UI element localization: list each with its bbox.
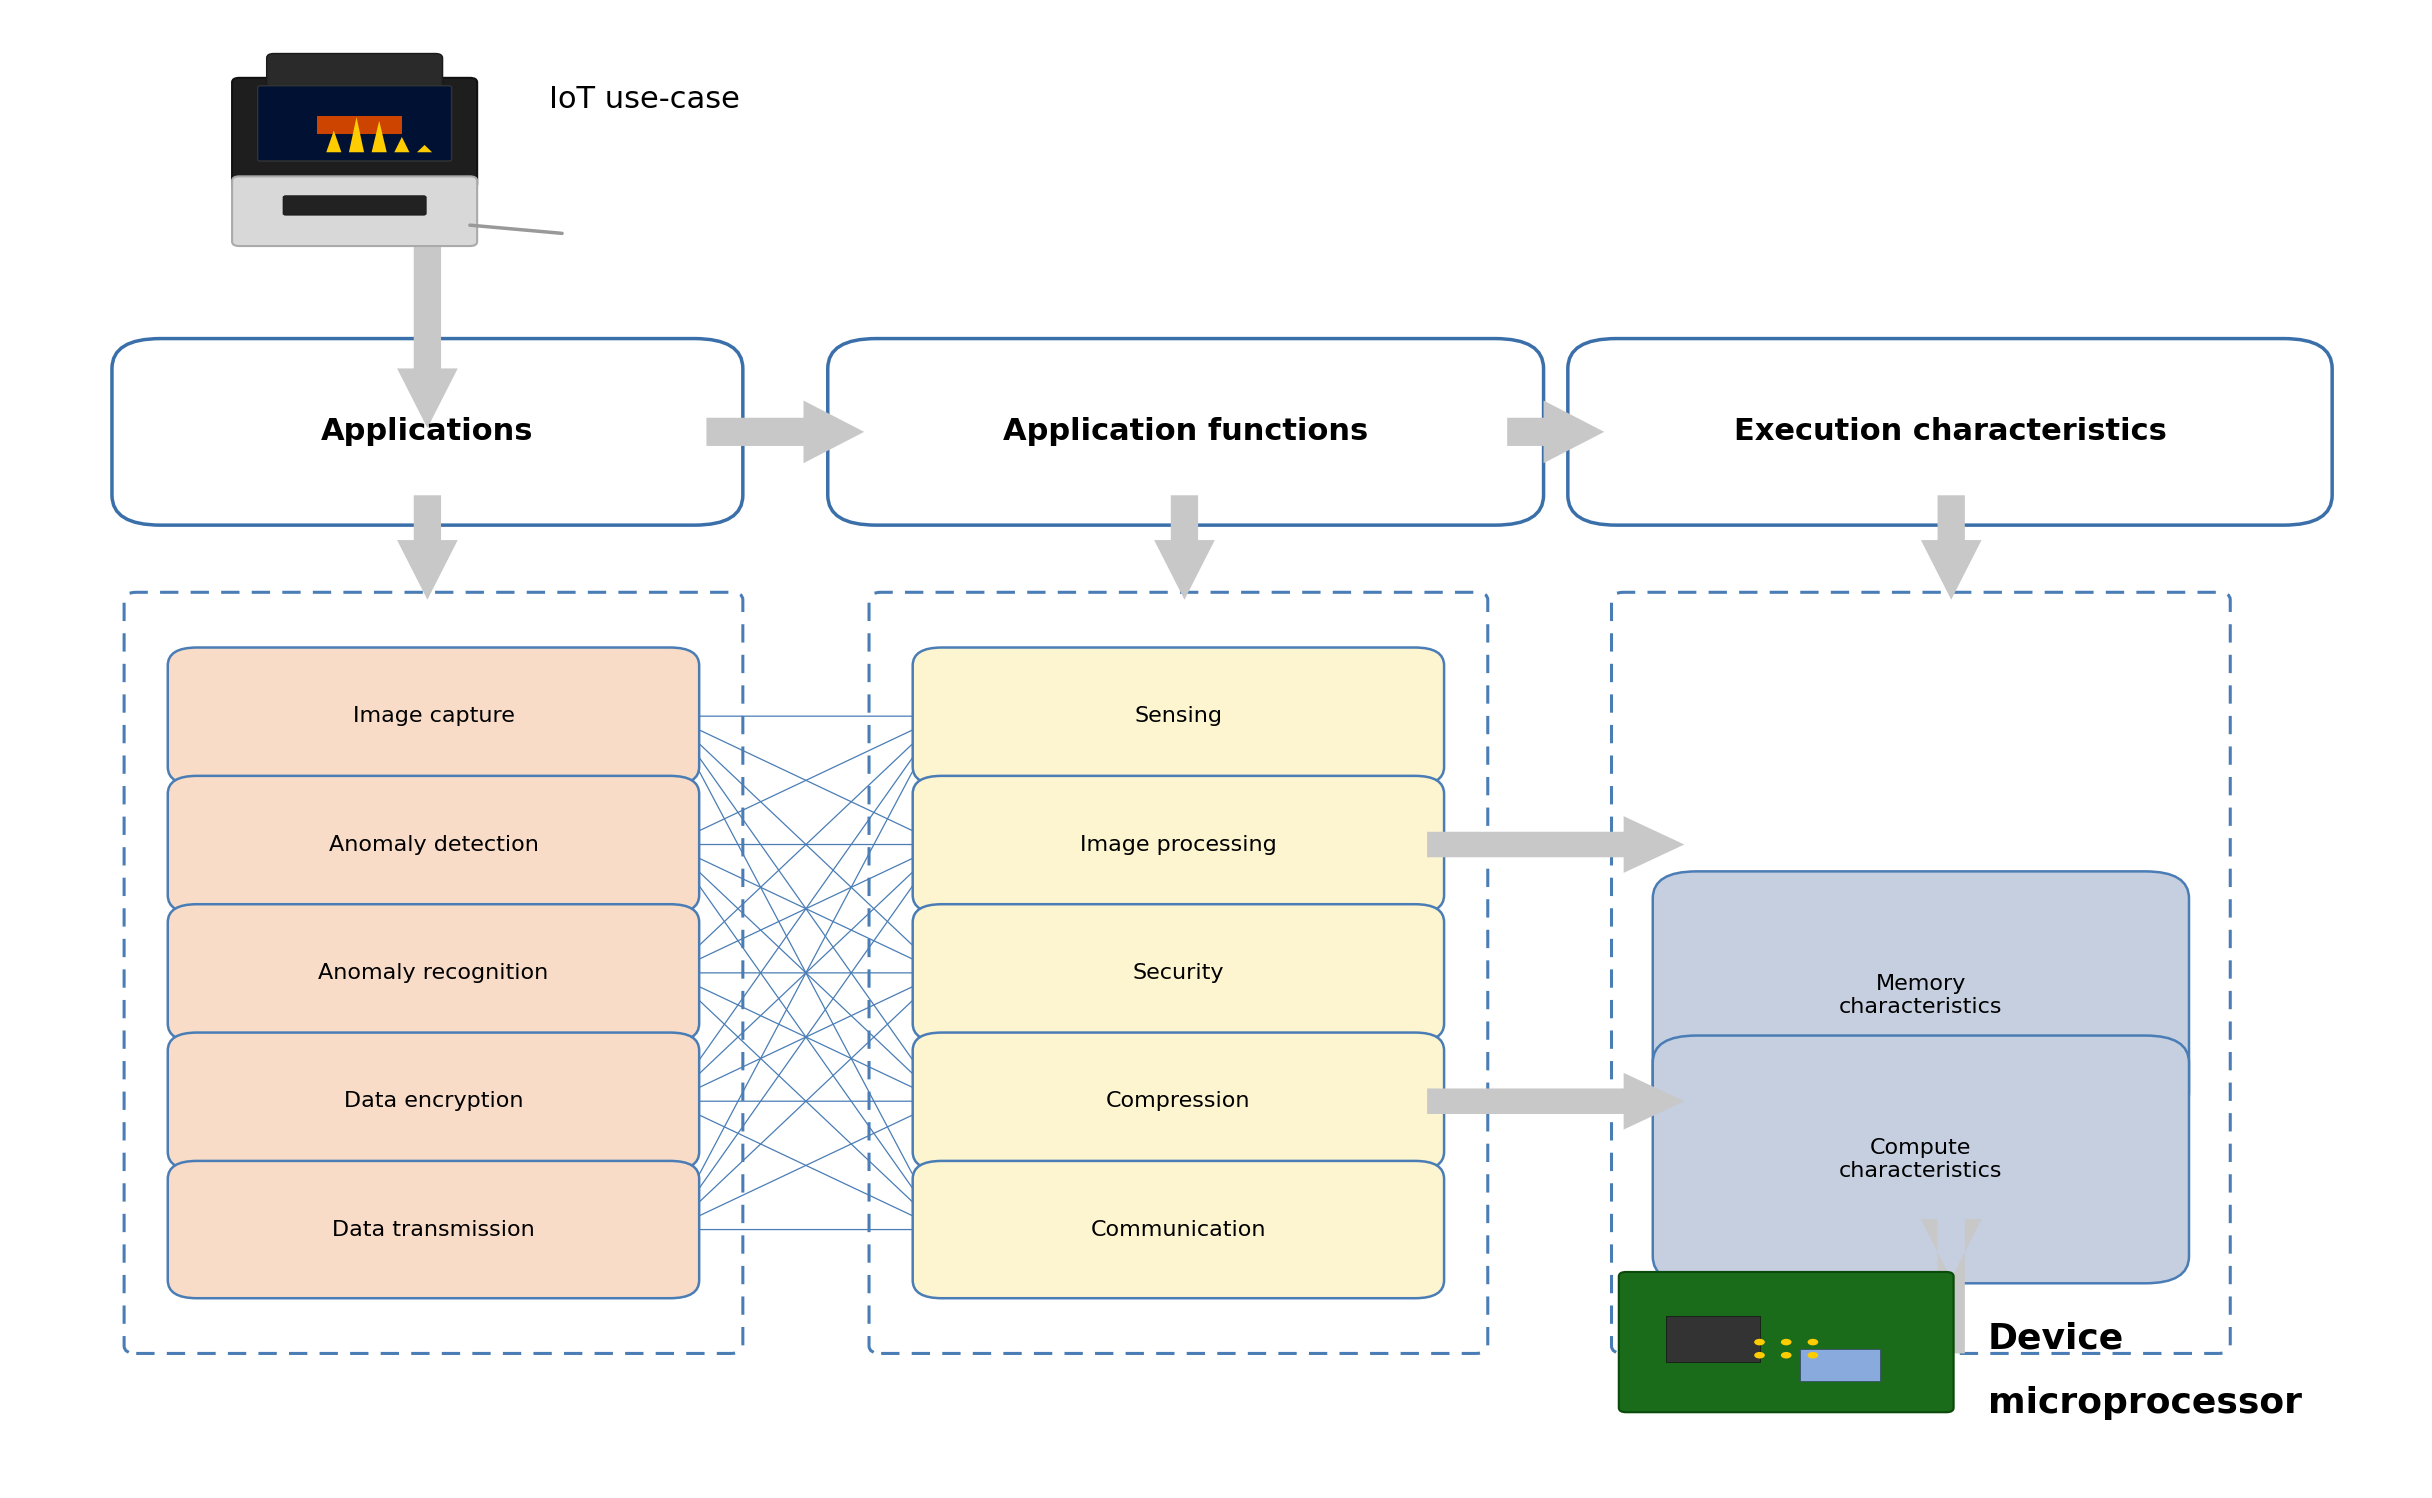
FancyBboxPatch shape	[231, 78, 477, 189]
FancyBboxPatch shape	[827, 339, 1544, 526]
Text: IoT use-case: IoT use-case	[550, 85, 739, 114]
Text: Anomaly detection: Anomaly detection	[328, 834, 537, 854]
Text: Anomaly recognition: Anomaly recognition	[319, 963, 550, 983]
FancyBboxPatch shape	[168, 1161, 698, 1299]
FancyBboxPatch shape	[912, 1161, 1445, 1299]
Polygon shape	[1428, 816, 1685, 873]
Polygon shape	[705, 400, 863, 463]
Circle shape	[1807, 1353, 1819, 1359]
Text: Data encryption: Data encryption	[343, 1091, 523, 1112]
Text: Security: Security	[1133, 963, 1223, 983]
FancyBboxPatch shape	[1666, 1315, 1758, 1362]
Text: microprocessor: microprocessor	[1987, 1386, 2301, 1420]
Text: Device: Device	[1987, 1321, 2123, 1356]
Polygon shape	[326, 130, 340, 153]
FancyBboxPatch shape	[168, 647, 698, 785]
Polygon shape	[1921, 1219, 1982, 1353]
Circle shape	[1753, 1339, 1766, 1345]
Text: Compute
characteristics: Compute characteristics	[1839, 1138, 2002, 1180]
FancyBboxPatch shape	[1800, 1348, 1880, 1381]
Text: Data transmission: Data transmission	[333, 1219, 535, 1239]
FancyBboxPatch shape	[268, 54, 443, 90]
FancyBboxPatch shape	[912, 905, 1445, 1041]
Polygon shape	[416, 145, 433, 153]
FancyBboxPatch shape	[168, 1032, 698, 1170]
Text: Image capture: Image capture	[353, 706, 516, 727]
Text: Execution characteristics: Execution characteristics	[1734, 418, 2167, 446]
Text: Image processing: Image processing	[1080, 834, 1277, 854]
Polygon shape	[396, 234, 457, 428]
Polygon shape	[372, 121, 387, 153]
FancyBboxPatch shape	[112, 339, 742, 526]
FancyBboxPatch shape	[912, 1032, 1445, 1170]
Text: Sensing: Sensing	[1133, 706, 1223, 727]
Polygon shape	[396, 496, 457, 599]
Text: Communication: Communication	[1090, 1219, 1267, 1239]
FancyBboxPatch shape	[1569, 339, 2332, 526]
Polygon shape	[1428, 1073, 1685, 1129]
Circle shape	[1780, 1339, 1792, 1345]
Circle shape	[1753, 1353, 1766, 1359]
FancyBboxPatch shape	[168, 905, 698, 1041]
FancyBboxPatch shape	[231, 177, 477, 246]
FancyBboxPatch shape	[1654, 872, 2189, 1119]
FancyBboxPatch shape	[1654, 1035, 2189, 1284]
FancyBboxPatch shape	[316, 117, 401, 135]
Text: Applications: Applications	[321, 418, 533, 446]
Text: Application functions: Application functions	[1002, 418, 1369, 446]
Text: Memory
characteristics: Memory characteristics	[1839, 974, 2002, 1017]
FancyBboxPatch shape	[168, 776, 698, 914]
FancyBboxPatch shape	[1620, 1272, 1953, 1413]
FancyBboxPatch shape	[258, 85, 452, 160]
Polygon shape	[394, 136, 409, 153]
Polygon shape	[1921, 496, 1982, 599]
Circle shape	[1807, 1339, 1819, 1345]
Polygon shape	[348, 117, 365, 153]
Text: Compression: Compression	[1107, 1091, 1250, 1112]
Polygon shape	[1155, 496, 1216, 599]
Polygon shape	[1508, 400, 1605, 463]
Circle shape	[1780, 1353, 1792, 1359]
FancyBboxPatch shape	[912, 647, 1445, 785]
FancyBboxPatch shape	[282, 196, 426, 216]
FancyBboxPatch shape	[912, 776, 1445, 914]
